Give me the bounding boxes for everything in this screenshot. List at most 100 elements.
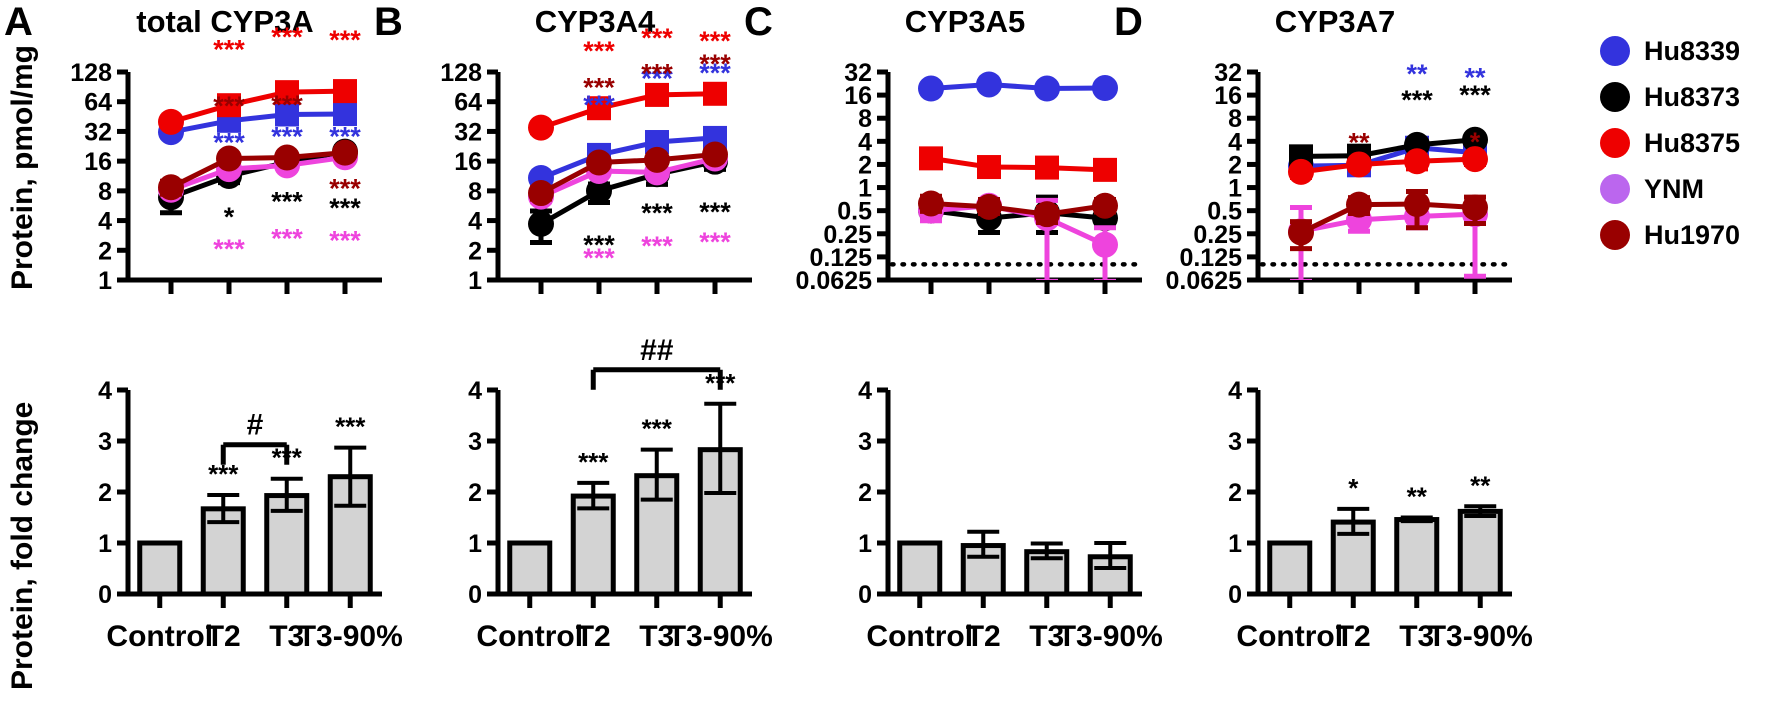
data-point[interactable] [1092, 75, 1118, 102]
data-point[interactable] [976, 71, 1002, 98]
y-tick-label: 0.125 [1179, 244, 1242, 272]
y-tick-label: 128 [440, 59, 482, 87]
data-point[interactable] [528, 180, 554, 207]
data-point[interactable] [1404, 148, 1430, 175]
legend-marker-ynm [1600, 174, 1630, 204]
data-point[interactable] [528, 210, 554, 237]
data-point[interactable] [1092, 192, 1118, 219]
significance-marker: *** [271, 22, 303, 52]
y-tick-label: 2 [468, 237, 482, 265]
error-bar [1464, 504, 1497, 518]
data-point[interactable] [1092, 231, 1118, 258]
significance-marker: *** [271, 121, 303, 151]
legend-item[interactable]: Hu8339 [1600, 30, 1772, 72]
data-point[interactable] [1346, 191, 1372, 218]
legend-item[interactable]: YNM [1600, 168, 1772, 210]
y-tick-label: 0.5 [1207, 198, 1242, 226]
data-point[interactable] [1093, 157, 1117, 182]
error-bar [640, 447, 673, 502]
significance-marker: *** [583, 243, 615, 273]
y-tick-label: 8 [468, 178, 482, 206]
x-category-label: Control [1236, 620, 1343, 653]
significance-marker: *** [335, 412, 366, 442]
data-point[interactable] [333, 79, 357, 104]
y-tick-label: 16 [1214, 82, 1242, 110]
y-tick-label: 0.125 [809, 244, 872, 272]
data-point[interactable] [1035, 155, 1059, 180]
significance-marker: *** [329, 173, 361, 203]
y-tick-label: 8 [858, 105, 872, 133]
y-tick-label: 64 [84, 89, 112, 117]
data-point[interactable] [977, 155, 1001, 180]
series-line [539, 151, 716, 196]
y-tick-label: 3 [468, 428, 482, 456]
significance-marker: *** [271, 186, 303, 216]
data-point[interactable] [586, 149, 612, 176]
data-point[interactable] [918, 75, 944, 102]
data-point[interactable] [1404, 191, 1430, 218]
bar[interactable] [570, 493, 616, 597]
y-tick-label: 1 [468, 267, 482, 295]
error-bar [704, 401, 737, 496]
data-point[interactable] [586, 177, 612, 204]
data-point[interactable] [1462, 146, 1488, 173]
y-tick-label: 0.0625 [796, 267, 873, 295]
data-point[interactable] [1288, 158, 1314, 185]
data-point[interactable] [1462, 194, 1488, 221]
significance-marker: *** [641, 63, 673, 93]
data-point[interactable] [587, 96, 611, 121]
data-point[interactable] [217, 93, 241, 118]
significance-marker: ** [1407, 482, 1428, 512]
significance-marker: *** [583, 90, 615, 120]
y-tick-label: 3 [1228, 428, 1242, 456]
y-tick-label: 4 [1228, 128, 1242, 156]
bar[interactable] [507, 540, 553, 597]
significance-marker: * [1348, 473, 1359, 503]
data-point[interactable] [333, 102, 357, 127]
data-point[interactable] [332, 139, 358, 166]
legend-item[interactable]: Hu1970 [1600, 214, 1772, 256]
data-point[interactable] [275, 80, 299, 105]
data-point[interactable] [1288, 219, 1314, 246]
data-point[interactable] [216, 145, 242, 172]
bar[interactable] [1457, 508, 1503, 597]
data-point[interactable] [976, 193, 1002, 220]
y-tick-label: 0.25 [823, 221, 872, 249]
data-point[interactable] [1462, 126, 1488, 153]
y-tick-label: 8 [1228, 105, 1242, 133]
data-point[interactable] [645, 82, 669, 107]
data-point[interactable] [703, 81, 727, 106]
y-tick-label: 0 [98, 581, 112, 609]
significance-marker: *** [642, 414, 673, 444]
series-line [930, 200, 1106, 217]
series-line [169, 150, 346, 190]
bar[interactable] [1267, 540, 1313, 597]
data-point[interactable] [918, 190, 944, 217]
legend-marker-hu8339 [1600, 36, 1630, 66]
legend-item[interactable]: Hu8375 [1600, 122, 1772, 164]
data-point[interactable] [1034, 201, 1060, 228]
bracket-label: # [247, 409, 264, 442]
y-tick-label: 32 [844, 59, 872, 87]
data-point[interactable] [919, 146, 943, 171]
data-point[interactable] [158, 174, 184, 201]
significance-marker: ** [1470, 470, 1491, 500]
data-point[interactable] [1346, 151, 1372, 178]
data-point[interactable] [274, 144, 300, 171]
data-point[interactable] [158, 108, 184, 135]
bar[interactable] [897, 540, 943, 597]
significance-marker: *** [329, 25, 361, 55]
data-point[interactable] [275, 102, 299, 127]
bar[interactable] [1394, 517, 1440, 597]
y-tick-label: 3 [858, 428, 872, 456]
significance-marker: *** [213, 91, 245, 121]
data-point[interactable] [702, 141, 728, 168]
data-point[interactable] [644, 146, 670, 173]
data-point[interactable] [1034, 75, 1060, 102]
legend-item[interactable]: Hu8373 [1600, 76, 1772, 118]
bar[interactable] [137, 540, 183, 597]
data-point[interactable] [528, 114, 554, 141]
y-tick-label: 2 [1228, 151, 1242, 179]
error-bar [1094, 541, 1127, 570]
